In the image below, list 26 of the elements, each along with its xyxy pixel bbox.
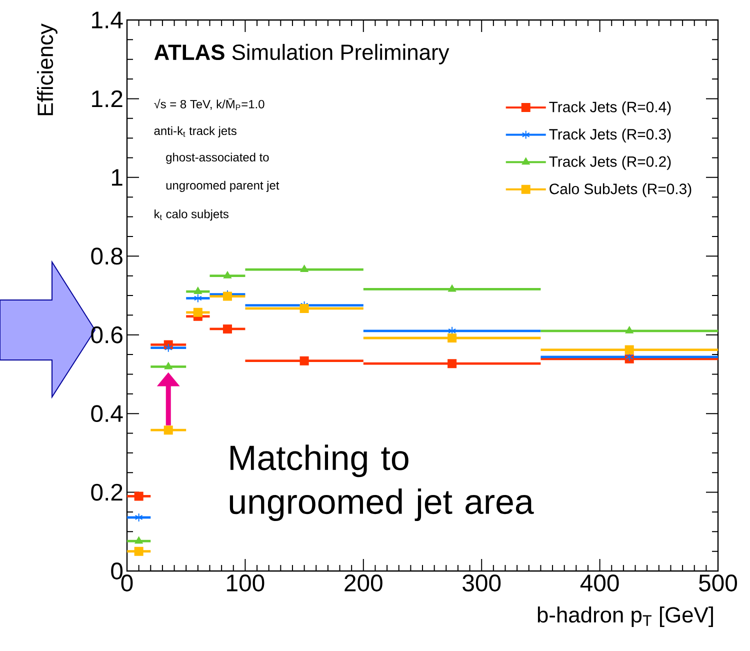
- y-tick-label: 0.8: [91, 248, 122, 265]
- annotation: ghost-associated to: [166, 152, 269, 164]
- annotation: ATLAS Simulation Preliminary: [154, 44, 450, 64]
- legend-label: Calo SubJets (R=0.3): [550, 183, 692, 198]
- y-tick-label: 0.2: [91, 484, 122, 501]
- annotation: k$_{t}$ calo subjets: [154, 209, 228, 221]
- legend-label: Track Jets (R=0.2): [549, 156, 671, 170]
- annotation: √s = 8 TeV, k/M̄$_{P}$=1.0: [154, 98, 264, 110]
- legend-label: Track Jets (R=0.4): [549, 101, 671, 116]
- x-tick-label: 400: [580, 574, 619, 592]
- annotation: anti-k$_{t}$ track jets: [154, 126, 236, 138]
- x-axis-title: b-hadron p$_{T}$ [GeV]: [538, 606, 713, 627]
- legend-label: Track Jets (R=0.3): [549, 128, 671, 143]
- y-tick-label: 1: [112, 169, 122, 186]
- y-axis-title: Efficiency: [36, 24, 58, 116]
- y-tick-label: 0: [111, 562, 123, 580]
- annotation: ungroomed parent jet: [166, 180, 280, 192]
- y-tick-label: 0.6: [91, 326, 122, 344]
- x-tick-label: 200: [344, 574, 382, 592]
- y-tick-label: 1.4: [92, 12, 123, 28]
- x-tick-label: 300: [462, 574, 501, 592]
- x-tick-label: 100: [227, 574, 264, 592]
- y-tick-label: 1.2: [92, 90, 122, 108]
- x-tick-label: 500: [699, 574, 738, 592]
- y-tick-label: 0.4: [91, 405, 123, 422]
- annotation: Matching to ungroomed jet area: [230, 444, 534, 522]
